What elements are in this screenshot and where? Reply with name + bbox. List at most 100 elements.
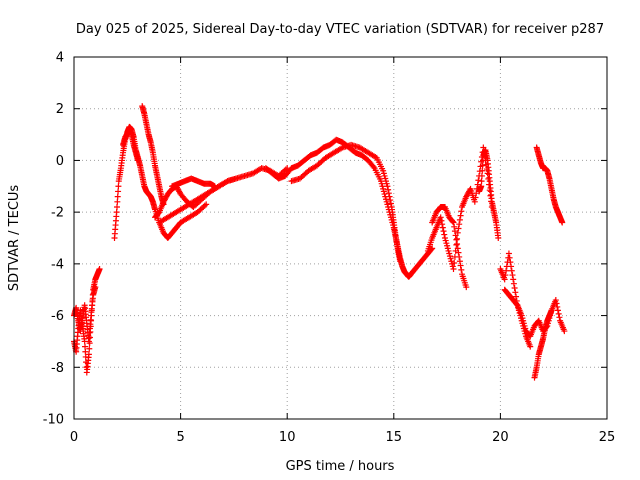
data-point (86, 345, 93, 352)
data-point (203, 201, 210, 208)
data-point (451, 259, 458, 266)
data-point (211, 183, 218, 190)
grid-lines (74, 57, 607, 419)
data-point (96, 266, 103, 273)
data-point (385, 190, 392, 197)
data-point (457, 212, 464, 219)
data-point (554, 307, 561, 314)
data-point (478, 178, 485, 185)
x-tick-label: 0 (70, 430, 78, 445)
chart-title: Day 025 of 2025, Sidereal Day-to-day VTE… (76, 22, 604, 37)
y-tick-label: 0 (56, 154, 64, 169)
x-tick-label: 10 (279, 430, 296, 445)
data-point (472, 194, 479, 201)
y-tick-label: 2 (56, 102, 64, 117)
series-track-j (476, 147, 502, 241)
y-tick-label: -2 (51, 206, 64, 221)
data-point (115, 188, 122, 195)
data-point (555, 310, 562, 317)
data-point (471, 198, 478, 205)
data-point (370, 163, 377, 170)
data-point (437, 214, 444, 221)
x-tick-label: 15 (386, 430, 403, 445)
data-point (439, 221, 446, 228)
data-point (508, 263, 515, 270)
data-point (502, 272, 509, 279)
data-point (452, 232, 459, 239)
data-point (387, 200, 394, 207)
data-point (513, 301, 520, 308)
data-point (479, 167, 486, 174)
series-track-n (533, 144, 566, 226)
series-track-b (139, 103, 167, 208)
y-tick-labels: -10 -8 -6 -4 -2 0 2 4 (43, 51, 64, 428)
data-point (561, 328, 568, 335)
data-point (449, 218, 456, 225)
data-point (552, 297, 559, 304)
x-tick-labels: 0 5 10 15 20 25 (70, 430, 615, 445)
data-point (479, 162, 486, 169)
data-point (441, 231, 448, 238)
data-point (508, 267, 515, 274)
data-point (548, 307, 555, 314)
data-point (553, 300, 560, 307)
data-point (453, 241, 460, 248)
data-point (113, 203, 120, 210)
data-point (397, 258, 404, 265)
data-point (455, 225, 462, 232)
data-point (463, 284, 470, 291)
data-point (511, 284, 518, 291)
data-point (455, 249, 462, 256)
data-point (507, 259, 514, 266)
data-point (450, 266, 457, 273)
data-point (454, 245, 461, 252)
data-point (113, 209, 120, 216)
data-point (438, 217, 445, 224)
data-point (510, 280, 517, 287)
y-tick-label: 4 (56, 51, 64, 66)
data-point (134, 157, 141, 164)
series-track-e (169, 175, 218, 190)
data-point (509, 272, 516, 279)
series-track-d (156, 175, 240, 226)
data-point (478, 183, 485, 190)
data-point (559, 219, 566, 226)
series-track-i (429, 203, 470, 291)
data-point (450, 219, 457, 226)
data-point (474, 181, 481, 188)
series-track-l (501, 286, 534, 350)
data-point (456, 258, 463, 265)
data-point (386, 193, 393, 200)
series-track-g (288, 141, 404, 265)
data-point (506, 254, 513, 261)
data-point (451, 228, 458, 235)
data-point (510, 276, 517, 283)
data-point (454, 235, 461, 242)
series-track-m (531, 307, 555, 381)
data-point (85, 351, 92, 358)
data-point (387, 197, 394, 204)
data-point (233, 175, 240, 182)
data-point (495, 235, 502, 241)
plot-frame (73, 56, 608, 420)
data-point (456, 216, 463, 223)
data-point (453, 236, 460, 243)
data-point (512, 289, 519, 296)
data-point (82, 343, 89, 350)
data-point (385, 186, 392, 193)
data-point (505, 250, 512, 257)
data-point (503, 267, 510, 274)
data-point (454, 241, 461, 248)
x-tick-label: 25 (599, 430, 616, 445)
series-track-a2 (120, 126, 141, 164)
series-track-early-b (71, 284, 99, 345)
data-point (513, 293, 520, 300)
data-points (71, 103, 568, 381)
data-point (475, 177, 482, 184)
data-point (478, 172, 485, 179)
x-tick-label: 20 (492, 430, 509, 445)
data-point (451, 223, 458, 230)
y-axis-title: SDTVAR / TECUs (7, 185, 22, 292)
data-point (82, 348, 89, 355)
